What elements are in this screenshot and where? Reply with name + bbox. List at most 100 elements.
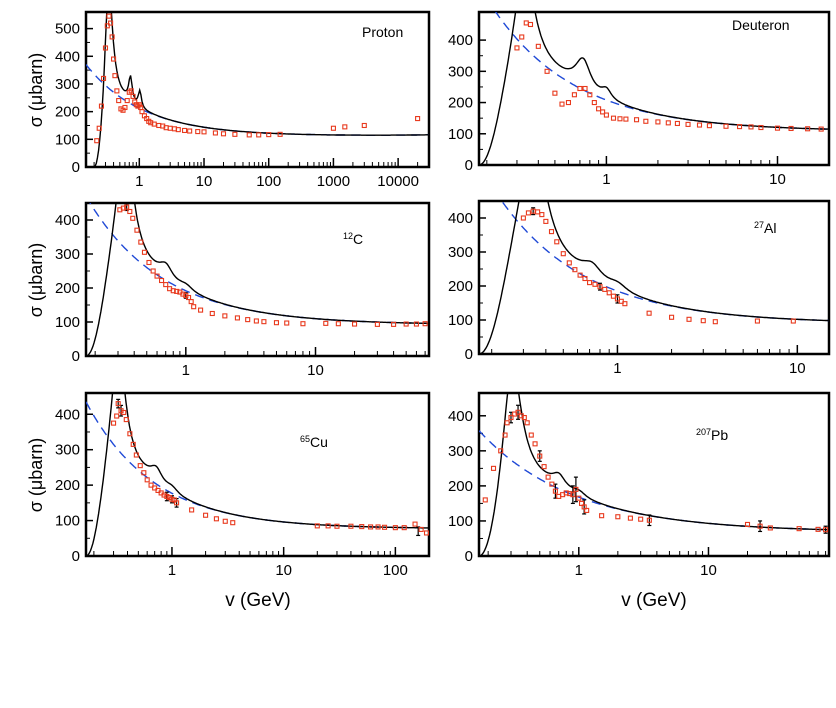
data-point (685, 121, 691, 127)
total-fit-curve (479, 12, 829, 165)
data-point (554, 239, 560, 245)
data-point (412, 521, 418, 527)
data-point (498, 448, 504, 454)
data-point (213, 516, 219, 522)
data-point (96, 125, 102, 131)
panel-deuteron: 0 100 200 300 400 1 10 Deuteron (448, 10, 831, 188)
data-point (566, 260, 572, 266)
x-tick-label: 1 (575, 562, 583, 579)
data-point (403, 321, 409, 327)
data-point (602, 286, 608, 292)
data-point (256, 132, 262, 138)
data-point (591, 100, 597, 106)
data-point (351, 321, 358, 327)
data-point (571, 92, 577, 98)
data-point (627, 515, 633, 521)
y-tick-label: 400 (55, 406, 80, 423)
data-point (246, 132, 252, 138)
data-point (757, 523, 763, 529)
data-point (815, 526, 821, 532)
data-point (104, 23, 110, 29)
data-point (230, 520, 236, 526)
x-tick-label: 1 (168, 562, 176, 579)
data-point (314, 523, 320, 529)
data-point (348, 523, 354, 529)
data-point (198, 307, 204, 313)
data-point (599, 513, 605, 519)
data-point (167, 125, 173, 131)
data-point (573, 486, 579, 492)
data-point (112, 73, 118, 79)
panel-label: 207Pb (696, 427, 728, 443)
data-point (127, 208, 133, 215)
data-point (212, 130, 218, 136)
data-point (150, 268, 156, 274)
data-point (584, 507, 590, 513)
data-point (723, 123, 729, 129)
data-point (201, 129, 207, 135)
x-tick-label: 1 (613, 360, 621, 377)
data-point (502, 432, 508, 438)
panel-label-sup: 12 (343, 231, 353, 241)
data-point (577, 272, 583, 278)
data-point (560, 251, 566, 257)
data-point (122, 104, 128, 111)
data-point (114, 88, 120, 94)
data-point (528, 432, 534, 438)
y-tick-label: 0 (465, 157, 473, 174)
data-point (277, 131, 283, 137)
data-point (549, 481, 555, 487)
data-point (767, 525, 773, 531)
curves-layer (479, 201, 829, 354)
data-point (515, 409, 521, 415)
data-point (504, 420, 510, 426)
curves-layer (479, 393, 829, 556)
data-point (696, 122, 703, 128)
panel-carbon: 0 100 200 300 400 1 10 12C (55, 201, 431, 379)
data-point (655, 119, 661, 125)
x-tick-label: 100 (256, 173, 281, 190)
data-point (544, 68, 550, 74)
data-point (633, 117, 640, 123)
panel-label: 12C (343, 231, 363, 247)
data-point (669, 314, 675, 320)
x-tick-label: 10 (307, 362, 324, 379)
data-point (234, 315, 240, 321)
data-point (141, 249, 148, 255)
data-point (170, 288, 176, 294)
data-point (572, 267, 578, 273)
data-point (490, 465, 497, 471)
y-axis-label: σ (μbarn) (26, 243, 46, 318)
data-point (638, 516, 644, 522)
curves-layer (86, 203, 429, 356)
data-point (748, 124, 754, 130)
data-point (120, 205, 126, 211)
data-point (381, 524, 388, 530)
y-axis-label: σ (μbarn) (26, 53, 46, 128)
y-tick-label: 0 (72, 348, 80, 365)
data-point (567, 491, 573, 497)
data-point (180, 291, 186, 297)
y-tick-label: 300 (55, 246, 80, 263)
y-tick-label: 100 (448, 126, 473, 143)
data-point (622, 301, 628, 307)
data-point (323, 320, 329, 326)
data-point (521, 414, 527, 421)
x-tick-label: 10 (196, 173, 213, 190)
x-tick-label: 100 (383, 562, 408, 579)
panel-label-text: C (353, 231, 363, 247)
x-tick-label: 1 (182, 362, 190, 379)
data-point (796, 526, 802, 532)
data-point (138, 239, 144, 245)
data-point (130, 93, 136, 99)
data-point (543, 218, 549, 224)
y-tick-label: 200 (448, 278, 473, 295)
data-point (552, 488, 558, 494)
y-tick-label: 400 (448, 32, 473, 49)
data-point (610, 293, 616, 299)
data-point (508, 414, 514, 421)
panel-label: 65Cu (300, 434, 328, 450)
data-point (374, 321, 380, 327)
data-point (189, 507, 195, 513)
total-fit-curve (479, 201, 829, 354)
